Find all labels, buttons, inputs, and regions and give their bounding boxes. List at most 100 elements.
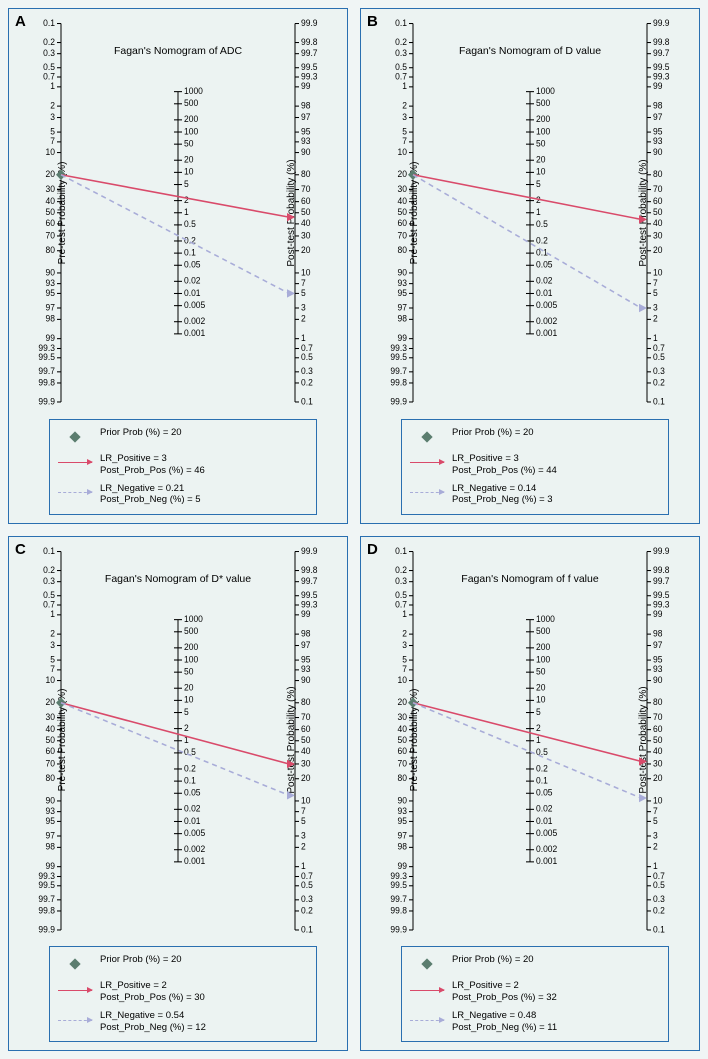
legend-pos-text: LR_Positive = 2Post_Prob_Pos (%) = 32: [452, 980, 557, 1004]
svg-text:80: 80: [653, 696, 663, 706]
svg-text:90: 90: [46, 795, 56, 805]
svg-text:60: 60: [46, 746, 56, 756]
svg-text:0.2: 0.2: [653, 377, 665, 387]
svg-text:0.7: 0.7: [395, 599, 407, 609]
svg-text:93: 93: [301, 664, 311, 674]
svg-text:93: 93: [46, 278, 56, 288]
svg-text:0.002: 0.002: [184, 316, 205, 326]
svg-text:99.7: 99.7: [653, 575, 670, 585]
svg-text:80: 80: [46, 772, 56, 782]
svg-text:95: 95: [653, 654, 663, 664]
svg-text:99.9: 99.9: [653, 18, 670, 28]
svg-text:2: 2: [301, 314, 306, 324]
plot-area: Pre-test Probability (%)Post-test Probab…: [365, 541, 695, 941]
svg-text:1: 1: [653, 333, 658, 343]
svg-text:99.8: 99.8: [653, 564, 670, 574]
svg-text:200: 200: [184, 642, 198, 652]
svg-text:70: 70: [301, 184, 311, 194]
plot-area: Pre-test Probability (%)Post-test Probab…: [13, 541, 343, 941]
svg-text:99.9: 99.9: [653, 545, 670, 555]
svg-text:1: 1: [301, 860, 306, 870]
svg-text:99: 99: [398, 860, 408, 870]
svg-text:70: 70: [398, 230, 408, 240]
svg-text:20: 20: [653, 245, 663, 255]
svg-text:7: 7: [402, 664, 407, 674]
svg-text:0.2: 0.2: [301, 905, 313, 915]
svg-text:0.002: 0.002: [536, 316, 557, 326]
svg-text:95: 95: [653, 126, 663, 136]
svg-text:0.1: 0.1: [184, 775, 196, 785]
legend-row-prior: Prior Prob (%) = 20: [58, 954, 308, 974]
svg-text:7: 7: [301, 278, 306, 288]
svg-text:99.8: 99.8: [301, 37, 318, 47]
arrow-dashed-icon: [410, 483, 444, 503]
svg-text:99.3: 99.3: [653, 71, 670, 81]
svg-text:93: 93: [301, 136, 311, 146]
svg-text:5: 5: [184, 706, 189, 716]
svg-text:0.5: 0.5: [653, 352, 665, 362]
svg-text:0.05: 0.05: [536, 787, 553, 797]
svg-text:0.1: 0.1: [653, 924, 665, 934]
legend-box: Prior Prob (%) = 20LR_Positive = 3Post_P…: [401, 419, 669, 515]
svg-text:1000: 1000: [184, 86, 203, 96]
svg-text:50: 50: [184, 666, 194, 676]
svg-text:2: 2: [402, 100, 407, 110]
svg-text:7: 7: [653, 805, 658, 815]
svg-text:2: 2: [184, 195, 189, 205]
svg-text:200: 200: [184, 114, 198, 124]
svg-text:95: 95: [301, 654, 311, 664]
svg-text:40: 40: [653, 746, 663, 756]
svg-text:0.7: 0.7: [43, 599, 55, 609]
svg-text:10: 10: [46, 674, 56, 684]
svg-text:1: 1: [301, 333, 306, 343]
svg-text:93: 93: [398, 805, 408, 815]
svg-text:93: 93: [653, 664, 663, 674]
legend-prior-text: Prior Prob (%) = 20: [100, 427, 182, 439]
svg-text:500: 500: [536, 98, 550, 108]
svg-text:0.01: 0.01: [536, 815, 553, 825]
svg-text:10: 10: [653, 795, 663, 805]
nomogram-svg: 0.10.20.30.50.71235710203040506070809093…: [13, 13, 343, 413]
legend-row-negative: LR_Negative = 0.21Post_Prob_Neg (%) = 5: [58, 483, 308, 507]
arrow-solid-icon: [410, 980, 444, 1000]
svg-text:99.7: 99.7: [390, 366, 407, 376]
svg-text:0.002: 0.002: [536, 843, 557, 853]
svg-text:98: 98: [301, 100, 311, 110]
svg-text:97: 97: [398, 830, 408, 840]
svg-text:99.7: 99.7: [38, 366, 55, 376]
svg-text:98: 98: [653, 100, 663, 110]
svg-text:0.7: 0.7: [301, 870, 313, 880]
svg-text:30: 30: [301, 758, 311, 768]
svg-text:0.1: 0.1: [301, 924, 313, 934]
svg-text:97: 97: [653, 639, 663, 649]
svg-text:99.9: 99.9: [301, 545, 318, 555]
svg-text:20: 20: [46, 696, 56, 706]
legend-neg-text: LR_Negative = 0.54Post_Prob_Neg (%) = 12: [100, 1010, 206, 1034]
svg-text:90: 90: [653, 147, 663, 157]
svg-text:97: 97: [653, 112, 663, 122]
svg-text:99.8: 99.8: [653, 37, 670, 47]
svg-text:0.005: 0.005: [184, 827, 205, 837]
svg-text:0.001: 0.001: [184, 328, 205, 338]
svg-text:1: 1: [536, 207, 541, 217]
svg-text:97: 97: [46, 830, 56, 840]
svg-text:200: 200: [536, 642, 550, 652]
svg-text:99.3: 99.3: [301, 71, 318, 81]
nomogram-panel: BPre-test Probability (%)Post-test Proba…: [360, 8, 700, 524]
svg-text:30: 30: [301, 230, 311, 240]
svg-text:80: 80: [301, 696, 311, 706]
svg-text:0.01: 0.01: [184, 815, 201, 825]
svg-text:30: 30: [46, 711, 56, 721]
svg-text:0.2: 0.2: [43, 564, 55, 574]
svg-text:70: 70: [398, 758, 408, 768]
svg-text:0.7: 0.7: [395, 71, 407, 81]
svg-text:50: 50: [46, 207, 56, 217]
svg-text:500: 500: [536, 625, 550, 635]
svg-text:98: 98: [653, 628, 663, 638]
svg-text:60: 60: [398, 746, 408, 756]
svg-text:50: 50: [301, 734, 311, 744]
svg-text:99.5: 99.5: [653, 62, 670, 72]
svg-text:99.8: 99.8: [38, 905, 55, 915]
svg-text:1: 1: [50, 81, 55, 91]
svg-text:97: 97: [398, 302, 408, 312]
